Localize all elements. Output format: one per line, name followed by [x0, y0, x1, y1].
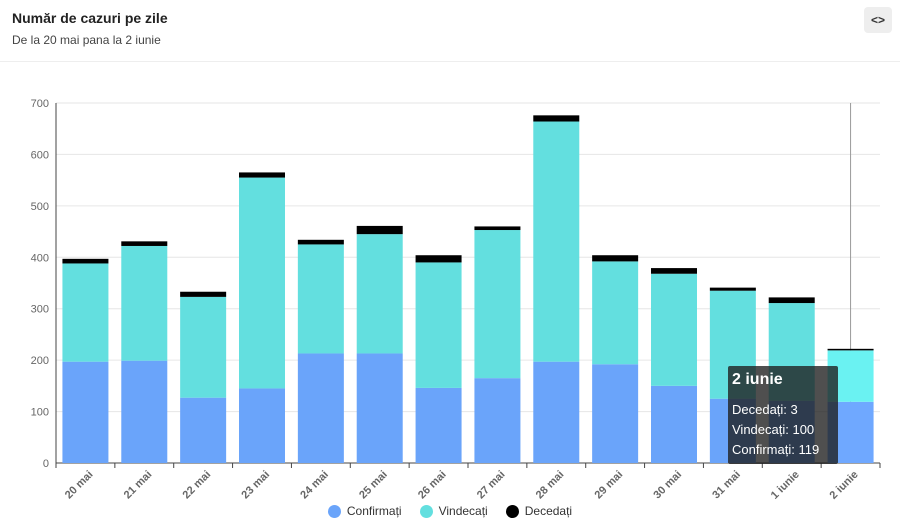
x-tick-label: 2 iunie — [828, 469, 861, 502]
bar-decedati — [651, 268, 697, 274]
bar-confirmati — [121, 360, 168, 463]
bar-vindecati — [180, 296, 227, 398]
x-tick-label: 24 mai — [298, 469, 331, 502]
bar-confirmati — [474, 378, 521, 463]
tooltip-line-decedati: Decedați: 3 — [732, 402, 798, 417]
bar-confirmati — [356, 353, 403, 463]
bar-decedati — [62, 258, 109, 264]
x-tick-label: 21 mai — [122, 469, 155, 502]
x-tick-label: 23 mai — [239, 469, 272, 502]
y-tick-label: 600 — [31, 149, 49, 161]
chart-tooltip: 2 iunie Decedați: 3 Vindecați: 100 Confi… — [728, 366, 838, 464]
bar-decedati — [592, 255, 639, 262]
y-tick-label: 200 — [31, 355, 49, 367]
bar-decedati — [121, 241, 168, 246]
legend-item-confirmati[interactable]: Confirmați — [327, 504, 402, 518]
code-icon: <> — [870, 13, 885, 27]
x-tick-label: 29 mai — [593, 469, 626, 502]
legend-item-decedati[interactable]: Decedați — [505, 504, 573, 518]
bar-decedati — [356, 225, 403, 235]
y-tick-label: 700 — [31, 98, 49, 110]
bar-decedati — [827, 348, 874, 351]
chart-subtitle: De la 20 mai pana la 2 iunie — [12, 33, 161, 47]
bar-vindecati — [474, 230, 521, 379]
x-tick-label: 31 mai — [710, 469, 743, 502]
legend-dot-decedati — [505, 504, 519, 518]
bar-vindecati — [415, 262, 462, 388]
chart-header: Număr de cazuri pe zile De la 20 mai pan… — [12, 10, 168, 47]
bar-vindecati — [592, 261, 639, 365]
chart-legend: Confirmați Vindecați Decedați — [0, 504, 900, 518]
bar-confirmati — [415, 387, 462, 463]
chart-title: Număr de cazuri pe zile — [12, 10, 168, 26]
bar-confirmati — [239, 388, 285, 463]
bar-decedati — [239, 172, 285, 178]
bar-confirmati — [592, 364, 639, 463]
x-tick-label: 22 mai — [181, 469, 214, 502]
y-tick-label: 100 — [31, 407, 49, 419]
code-view-button[interactable]: <> — [864, 7, 892, 33]
y-tick-label: 500 — [31, 201, 49, 213]
legend-dot-confirmati — [327, 504, 341, 518]
bar-decedati — [709, 287, 756, 291]
bar-vindecati — [533, 121, 580, 362]
x-tick-label: 1 iunie — [769, 469, 802, 502]
bar-confirmati — [297, 353, 344, 463]
tooltip-title: 2 iunie — [732, 371, 783, 388]
tooltip-line-confirmati: Confirmați: 119 — [732, 442, 820, 457]
x-tick-label: 25 mai — [357, 469, 390, 502]
bar-decedati — [180, 291, 227, 297]
bar-confirmati — [651, 385, 697, 463]
bar-vindecati — [239, 177, 285, 389]
bar-vindecati — [651, 273, 697, 386]
header-divider — [0, 61, 900, 62]
bar-decedati — [768, 297, 815, 304]
bar-confirmati — [180, 397, 227, 463]
y-tick-label: 0 — [43, 458, 49, 470]
bar-vindecati — [121, 245, 168, 361]
y-tick-label: 300 — [31, 304, 49, 316]
x-tick-label: 30 mai — [651, 469, 684, 502]
bar-decedati — [474, 226, 521, 231]
bar-confirmati — [62, 361, 109, 463]
tooltip-line-vindecati: Vindecați: 100 — [732, 422, 815, 437]
bar-vindecati — [62, 263, 109, 362]
legend-item-vindecati[interactable]: Vindecați — [419, 504, 488, 518]
legend-label-confirmati: Confirmați — [346, 504, 402, 518]
bar-vindecati — [356, 234, 403, 354]
bar-decedati — [415, 255, 462, 263]
x-tick-label: 28 mai — [534, 469, 567, 502]
bar-vindecati — [297, 244, 344, 354]
legend-dot-vindecati — [419, 504, 433, 518]
bar-decedati — [297, 239, 344, 245]
x-tick-label: 27 mai — [475, 469, 508, 502]
y-tick-label: 400 — [31, 252, 49, 264]
legend-label-decedati: Decedați — [524, 504, 573, 518]
x-tick-label: 26 mai — [416, 469, 449, 502]
x-tick-label: 20 mai — [63, 469, 96, 502]
legend-label-vindecati: Vindecați — [438, 504, 488, 518]
bar-confirmati — [533, 361, 580, 463]
bar-decedati — [533, 115, 580, 122]
